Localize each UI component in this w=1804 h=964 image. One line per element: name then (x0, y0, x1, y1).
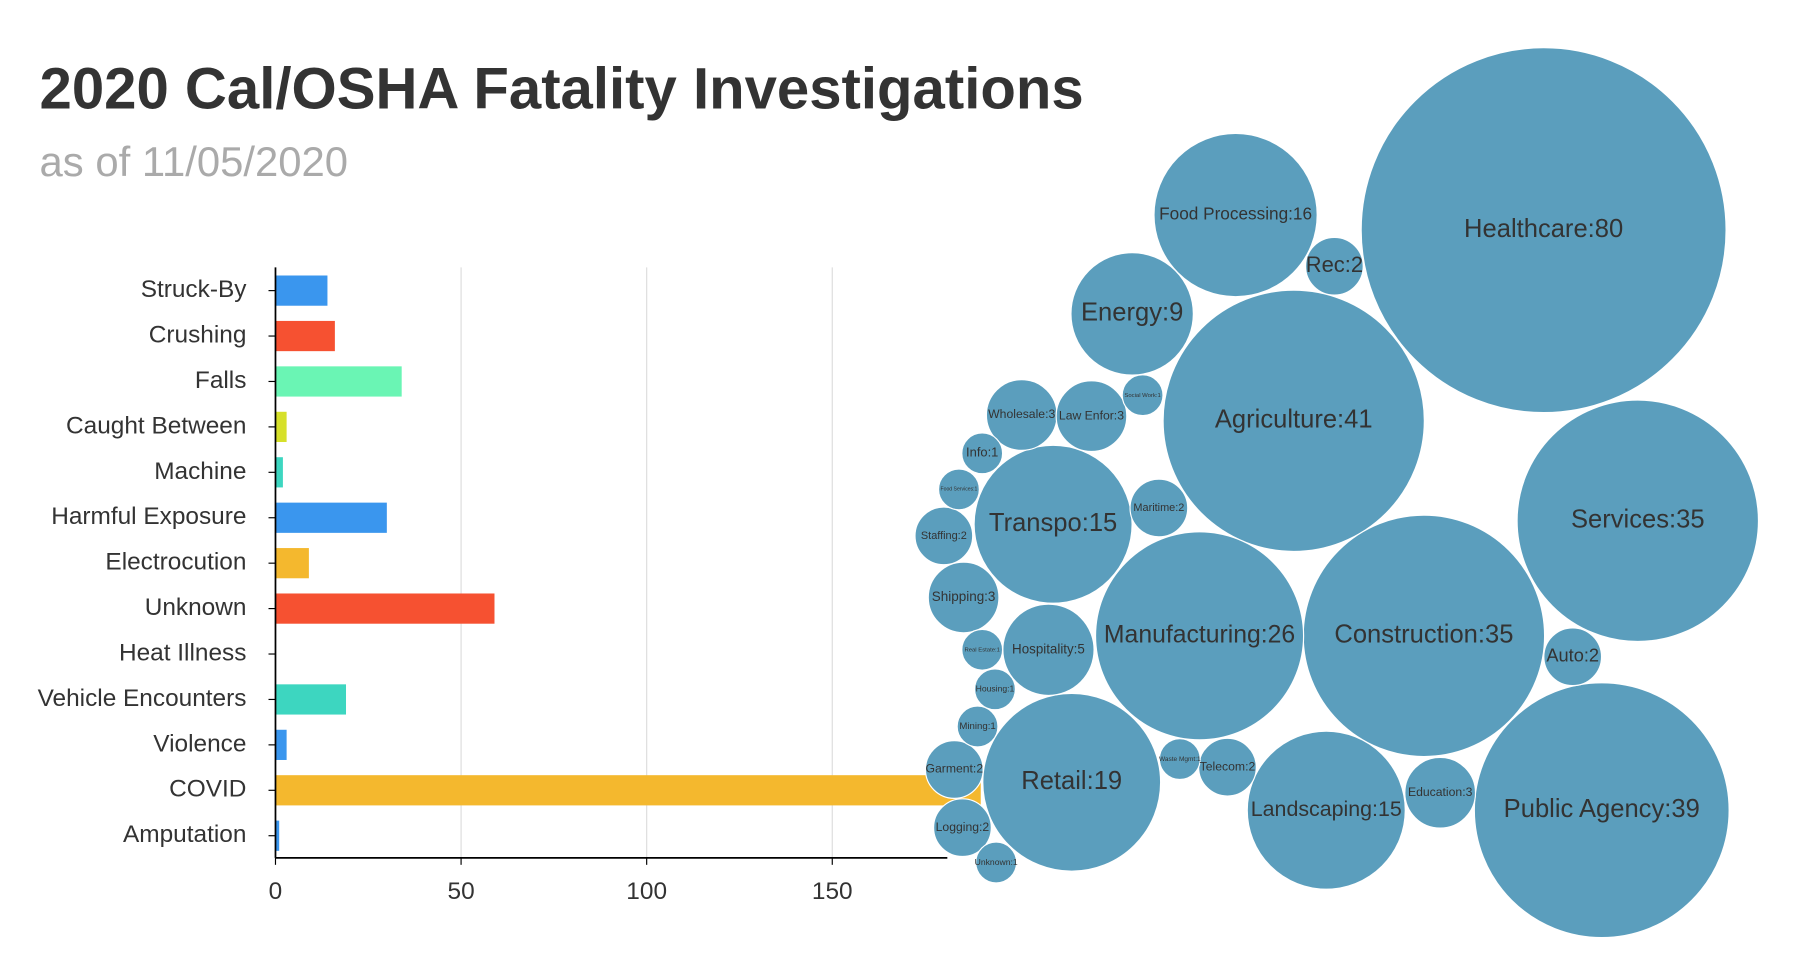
bubble (961, 432, 1004, 475)
bubble-label: Shipping:3 (932, 589, 996, 604)
y-tick-label: Machine (154, 458, 246, 485)
bubble-label: Housing:1 (976, 684, 1015, 694)
bubble (974, 668, 1016, 711)
bubble-label: Mining:1 (959, 721, 995, 732)
bubble (1162, 289, 1425, 553)
bar (275, 502, 387, 533)
y-tick-label: Amputation (123, 821, 246, 848)
bubble-label: Garment:2 (926, 762, 984, 776)
bubble-label: Telecom:2 (1200, 759, 1256, 773)
bubble-label: Waste Mgmt:1 (1159, 756, 1201, 763)
bubble (1158, 738, 1201, 781)
bubble (1121, 374, 1164, 417)
bubble-label: Rec:2 (1306, 252, 1363, 277)
bubble (1516, 399, 1760, 643)
y-tick-label: Vehicle Encounters (38, 685, 247, 712)
bubble (1246, 730, 1406, 890)
x-tick-label: 100 (626, 878, 667, 905)
bubble (924, 740, 984, 799)
bar (275, 366, 402, 397)
bubble (961, 628, 1004, 671)
bubble-label: Auto:2 (1546, 645, 1599, 666)
bubble-label: Law Enfor:3 (1059, 408, 1124, 422)
bubble (1543, 627, 1603, 687)
bubble-label: Construction:35 (1334, 621, 1513, 649)
y-tick-label: Electrocution (105, 549, 246, 576)
bubble (927, 561, 1000, 634)
bubble-label: Logging:2 (936, 820, 990, 834)
bubble (933, 798, 992, 858)
bubble-label: Agriculture:41 (1215, 406, 1373, 434)
bubble (1304, 236, 1364, 296)
bubble (937, 468, 980, 511)
bubble-label: Education:3 (1408, 785, 1473, 799)
bubble-label: Energy:9 (1081, 299, 1183, 327)
bubble (973, 444, 1133, 604)
bar (275, 593, 495, 624)
y-tick-label: Unknown (145, 594, 247, 621)
bubble-label: Info:1 (966, 445, 998, 460)
y-tick-label: Violence (153, 730, 246, 757)
bubble (1055, 380, 1128, 453)
bar (275, 775, 981, 806)
bar (275, 320, 335, 352)
bubble-label: Landscaping:15 (1251, 797, 1402, 821)
chart-subtitle: as of 11/05/2020 (40, 138, 349, 185)
bubble-label: Maritime:2 (1133, 502, 1184, 514)
x-tick-label: 50 (448, 878, 475, 905)
bubble-label: Hospitality:5 (1012, 641, 1085, 656)
bubble-label: Social Work:1 (1124, 393, 1160, 399)
bubble-label: Healthcare:80 (1464, 215, 1623, 243)
bubble-label: Retail:19 (1021, 767, 1122, 795)
x-tick-label: 150 (812, 878, 853, 905)
bubble-label: Services:35 (1571, 506, 1705, 534)
bubble-label: Unknown:1 (975, 857, 1018, 867)
bubble (1404, 756, 1477, 829)
bubble-label: Food Processing:16 (1159, 204, 1312, 224)
bubble-label: Wholesale:3 (988, 407, 1055, 421)
bubble-label: Food Services:1 (940, 487, 977, 493)
bar (275, 457, 283, 488)
y-tick-label: Falls (195, 367, 247, 394)
bubble-label: Real Estate:1 (964, 647, 999, 653)
bubble-label: Transpo:15 (989, 509, 1117, 537)
bar (275, 548, 309, 579)
bubble (956, 705, 999, 748)
chart-title: 2020 Cal/OSHA Fatality Investigations (40, 56, 1084, 121)
bubble-label: Manufacturing:26 (1104, 621, 1295, 648)
bubble (1360, 47, 1727, 414)
y-tick-label: COVID (169, 776, 246, 803)
bubble-label: Public Agency:39 (1504, 795, 1700, 823)
bubble (982, 692, 1162, 872)
bubble (975, 841, 1018, 884)
bubble (1129, 478, 1189, 538)
y-tick-label: Harmful Exposure (51, 503, 246, 530)
bar (275, 729, 287, 760)
bar (275, 684, 347, 715)
y-tick-label: Crushing (149, 321, 247, 348)
bubble-label: Staffing:2 (921, 530, 967, 542)
bar (275, 275, 328, 306)
bubble (1070, 252, 1194, 376)
y-tick-label: Caught Between (66, 412, 246, 439)
x-tick-label: 0 (269, 878, 283, 905)
bubble (1094, 531, 1305, 741)
y-tick-label: Heat Illness (119, 639, 246, 666)
bar (275, 411, 287, 443)
bar (275, 820, 280, 851)
bubble (914, 506, 974, 566)
bubble (1473, 682, 1730, 939)
bubble (1153, 132, 1318, 298)
y-tick-label: Struck-By (141, 276, 248, 303)
